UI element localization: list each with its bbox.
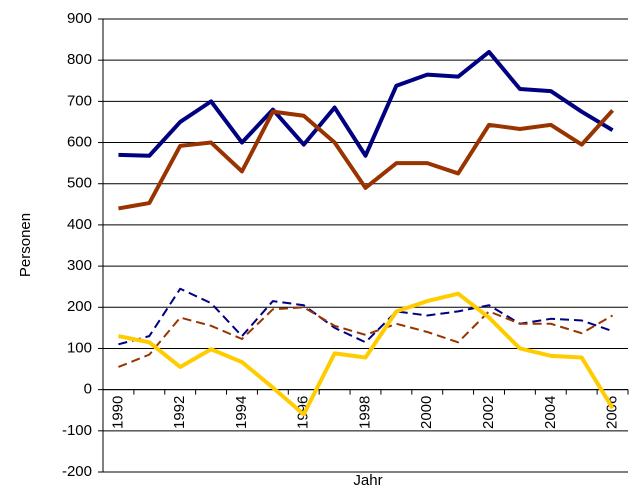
y-tick-label: -100	[62, 422, 92, 439]
x-tick-label: 2000	[418, 396, 435, 429]
y-tick-label: 500	[67, 175, 92, 192]
x-tick-label: 1994	[233, 396, 250, 429]
y-tick-label: 800	[67, 51, 92, 68]
y-tick-label: 100	[67, 339, 92, 356]
x-tick-label: 1998	[356, 396, 373, 429]
x-tick-label: 1992	[171, 396, 188, 429]
y-axis-label: Personen	[17, 213, 34, 277]
x-tick-label: 2004	[542, 396, 559, 429]
x-axis-label: Jahr	[353, 472, 382, 489]
line-series	[118, 109, 615, 211]
line-series	[118, 287, 613, 346]
y-tick-label: 900	[67, 10, 92, 27]
y-tick-label: 400	[67, 216, 92, 233]
y-tick-label: -200	[62, 463, 92, 480]
y-tick-label: 300	[67, 257, 92, 274]
line-series	[118, 49, 614, 158]
line-series	[118, 306, 614, 368]
y-tick-label: 600	[67, 134, 92, 151]
y-tick-label: 700	[67, 92, 92, 109]
y-tick-label: 200	[67, 298, 92, 315]
x-tick-label: 2002	[480, 396, 497, 429]
line-series	[118, 291, 615, 417]
y-tick-label: 0	[84, 381, 92, 398]
x-tick-label: 1990	[109, 396, 126, 429]
